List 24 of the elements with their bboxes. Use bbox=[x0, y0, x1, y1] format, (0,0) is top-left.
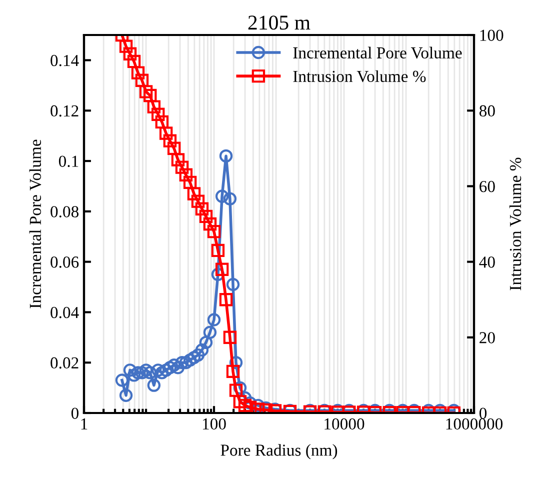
y2-axis-title: Intrusion Volume % bbox=[509, 158, 522, 290]
x-tick-label: 1000000 bbox=[446, 418, 503, 430]
y-tick-label: 0.06 bbox=[50, 256, 79, 268]
y-tick-label: 0.12 bbox=[50, 105, 78, 117]
x-tick-label: 1 bbox=[81, 418, 88, 430]
chart-title: 2105 m bbox=[248, 16, 310, 30]
y-tick-label: 0 bbox=[71, 408, 79, 419]
y2-tick-label: 0 bbox=[479, 408, 487, 419]
y2-tick-label: 80 bbox=[479, 105, 495, 117]
y-axis-title: Incremental Pore Volume bbox=[29, 140, 42, 308]
y2-tick-label: 20 bbox=[480, 332, 495, 344]
y-tick-label: 0.14 bbox=[50, 54, 79, 66]
x-axis-title: Pore Radius (nm) bbox=[220, 444, 338, 460]
y2-tick-label: 40 bbox=[479, 256, 495, 268]
y-tick-label: 0.08 bbox=[50, 206, 79, 218]
x-tick-label: 100 bbox=[202, 418, 226, 430]
x-tick-label: 10000 bbox=[324, 418, 364, 430]
y2-tick-label: 100 bbox=[480, 30, 504, 41]
y-tick-label: 0.02 bbox=[50, 357, 78, 369]
y-tick-label: 0.04 bbox=[50, 306, 79, 318]
legend-label: Incremental Pore Volume bbox=[293, 46, 462, 59]
y-tick-label: 0.1 bbox=[58, 156, 78, 168]
legend-label: Intrusion Volume % bbox=[293, 70, 426, 82]
y2-tick-label: 60 bbox=[480, 180, 495, 192]
